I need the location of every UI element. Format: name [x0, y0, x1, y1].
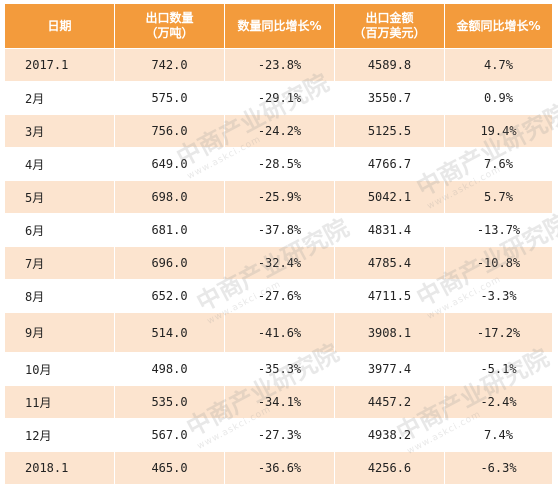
cell-volume-yoy: -41.6% — [224, 312, 335, 353]
cell-volume-yoy: -32.4% — [224, 246, 335, 280]
cell-volume-yoy: -27.3% — [224, 418, 335, 452]
header-export-volume: 出口数量 （万吨） — [114, 3, 225, 49]
cell-date: 7月 — [4, 246, 115, 280]
cell-value: 3908.1 — [334, 312, 445, 353]
cell-value: 5125.5 — [334, 114, 445, 148]
cell-date: 5月 — [4, 180, 115, 214]
cell-date: 4月 — [4, 147, 115, 181]
table-row: 2017.1 742.0 -23.8% 4589.8 4.7% — [4, 48, 553, 82]
cell-value: 4589.8 — [334, 48, 445, 82]
cell-date: 2月 — [4, 81, 115, 115]
cell-date: 8月 — [4, 279, 115, 313]
table-row: 9月 514.0 -41.6% 3908.1 -17.2% — [4, 312, 553, 353]
cell-value-yoy: -6.3% — [444, 451, 553, 485]
cell-value-yoy: 4.7% — [444, 48, 553, 82]
cell-value-yoy: -10.8% — [444, 246, 553, 280]
cell-date: 9月 — [4, 312, 115, 353]
cell-volume: 535.0 — [114, 385, 225, 419]
cell-value-yoy: -5.1% — [444, 352, 553, 386]
cell-volume-yoy: -29.1% — [224, 81, 335, 115]
export-data-table: 日期 出口数量 （万吨） 数量同比增长% 出口金额 （百万美元） 金额同比增长%… — [4, 3, 553, 485]
table-row: 11月 535.0 -34.1% 4457.2 -2.4% — [4, 385, 553, 419]
cell-volume: 698.0 — [114, 180, 225, 214]
cell-value-yoy: -2.4% — [444, 385, 553, 419]
cell-volume-yoy: -34.1% — [224, 385, 335, 419]
table-row: 6月 681.0 -37.8% 4831.4 -13.7% — [4, 213, 553, 247]
cell-value: 4766.7 — [334, 147, 445, 181]
cell-date: 10月 — [4, 352, 115, 386]
cell-value-yoy: 5.7% — [444, 180, 553, 214]
cell-value: 5042.1 — [334, 180, 445, 214]
cell-volume-yoy: -23.8% — [224, 48, 335, 82]
table-row: 12月 567.0 -27.3% 4938.2 7.4% — [4, 418, 553, 452]
cell-date: 12月 — [4, 418, 115, 452]
header-export-value-text: 出口金额 （百万美元） — [353, 11, 426, 40]
header-volume-yoy: 数量同比增长% — [224, 3, 335, 49]
header-export-value: 出口金额 （百万美元） — [334, 3, 445, 49]
cell-volume: 465.0 — [114, 451, 225, 485]
table-row: 3月 756.0 -24.2% 5125.5 19.4% — [4, 114, 553, 148]
cell-value: 4711.5 — [334, 279, 445, 313]
cell-value-yoy: -17.2% — [444, 312, 553, 353]
cell-value: 3550.7 — [334, 81, 445, 115]
cell-volume: 681.0 — [114, 213, 225, 247]
table-row: 7月 696.0 -32.4% 4785.4 -10.8% — [4, 246, 553, 280]
cell-value: 4457.2 — [334, 385, 445, 419]
header-value-yoy: 金额同比增长% — [444, 3, 553, 49]
cell-volume: 567.0 — [114, 418, 225, 452]
table-row: 4月 649.0 -28.5% 4766.7 7.6% — [4, 147, 553, 181]
cell-date: 2017.1 — [4, 48, 115, 82]
cell-volume-yoy: -28.5% — [224, 147, 335, 181]
table-row: 5月 698.0 -25.9% 5042.1 5.7% — [4, 180, 553, 214]
cell-date: 3月 — [4, 114, 115, 148]
cell-value: 4938.2 — [334, 418, 445, 452]
cell-value-yoy: 19.4% — [444, 114, 553, 148]
cell-value-yoy: 0.9% — [444, 81, 553, 115]
cell-volume-yoy: -35.3% — [224, 352, 335, 386]
table-row: 2018.1 465.0 -36.6% 4256.6 -6.3% — [4, 451, 553, 485]
cell-volume-yoy: -37.8% — [224, 213, 335, 247]
cell-volume-yoy: -36.6% — [224, 451, 335, 485]
cell-value: 4256.6 — [334, 451, 445, 485]
cell-volume: 696.0 — [114, 246, 225, 280]
cell-volume: 649.0 — [114, 147, 225, 181]
cell-volume-yoy: -24.2% — [224, 114, 335, 148]
cell-value: 3977.4 — [334, 352, 445, 386]
cell-volume: 498.0 — [114, 352, 225, 386]
cell-value-yoy: -13.7% — [444, 213, 553, 247]
cell-value-yoy: 7.4% — [444, 418, 553, 452]
header-export-volume-text: 出口数量 （万吨） — [145, 11, 194, 40]
cell-volume: 514.0 — [114, 312, 225, 353]
cell-value: 4785.4 — [334, 246, 445, 280]
cell-volume: 742.0 — [114, 48, 225, 82]
cell-volume-yoy: -25.9% — [224, 180, 335, 214]
table-row: 10月 498.0 -35.3% 3977.4 -5.1% — [4, 352, 553, 386]
cell-volume-yoy: -27.6% — [224, 279, 335, 313]
cell-date: 11月 — [4, 385, 115, 419]
cell-value-yoy: 7.6% — [444, 147, 553, 181]
table-header-row: 日期 出口数量 （万吨） 数量同比增长% 出口金额 （百万美元） 金额同比增长% — [4, 3, 553, 49]
header-date: 日期 — [4, 3, 115, 49]
cell-value: 4831.4 — [334, 213, 445, 247]
cell-volume: 652.0 — [114, 279, 225, 313]
table-row: 2月 575.0 -29.1% 3550.7 0.9% — [4, 81, 553, 115]
cell-date: 6月 — [4, 213, 115, 247]
cell-volume: 575.0 — [114, 81, 225, 115]
cell-date: 2018.1 — [4, 451, 115, 485]
table-row: 8月 652.0 -27.6% 4711.5 -3.3% — [4, 279, 553, 313]
cell-value-yoy: -3.3% — [444, 279, 553, 313]
cell-volume: 756.0 — [114, 114, 225, 148]
